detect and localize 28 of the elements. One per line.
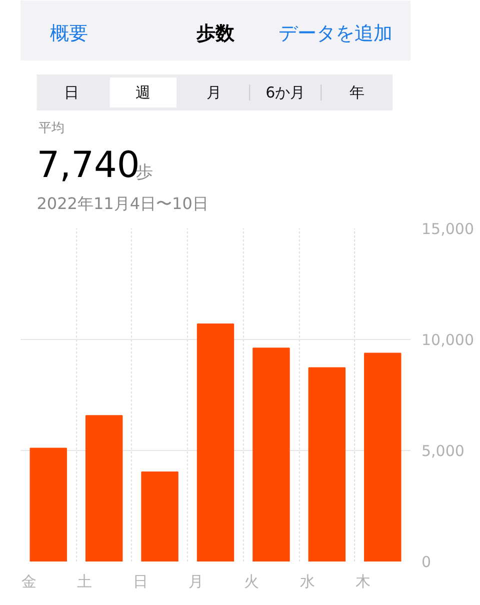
x-tick-label: 火: [244, 572, 260, 590]
chart-title: 歩数: [196, 22, 236, 44]
text: 月: [206, 84, 222, 102]
y-tick-label: 15,000: [422, 220, 474, 238]
bar: [85, 415, 123, 562]
bar: [141, 472, 178, 562]
bar: [196, 323, 234, 562]
y-tick-label: 10,000: [422, 331, 474, 349]
text: 平均: [38, 121, 64, 136]
bar: [30, 448, 67, 562]
y-tick-label: 0: [422, 553, 432, 571]
bar: [364, 352, 402, 562]
x-tick-label: 木: [356, 572, 371, 590]
x-tick-label: 水: [300, 572, 315, 590]
bar: [252, 348, 290, 562]
y-tick-label: 5,000: [422, 442, 464, 460]
bar: [308, 367, 346, 562]
x-tick-label: 土: [77, 572, 92, 590]
text: 日: [64, 84, 80, 102]
chart-subtitle: 2022年11月4日〜10日: [36, 194, 208, 213]
x-tick-label: 日: [132, 572, 148, 590]
x-tick-label: 金: [21, 572, 36, 590]
text: 6か月: [266, 84, 306, 102]
text: 年: [349, 84, 364, 102]
text: 週: [136, 84, 151, 102]
x-tick-label: 月: [188, 572, 204, 590]
text: データを追加: [278, 22, 393, 44]
text: 概要: [50, 22, 88, 44]
